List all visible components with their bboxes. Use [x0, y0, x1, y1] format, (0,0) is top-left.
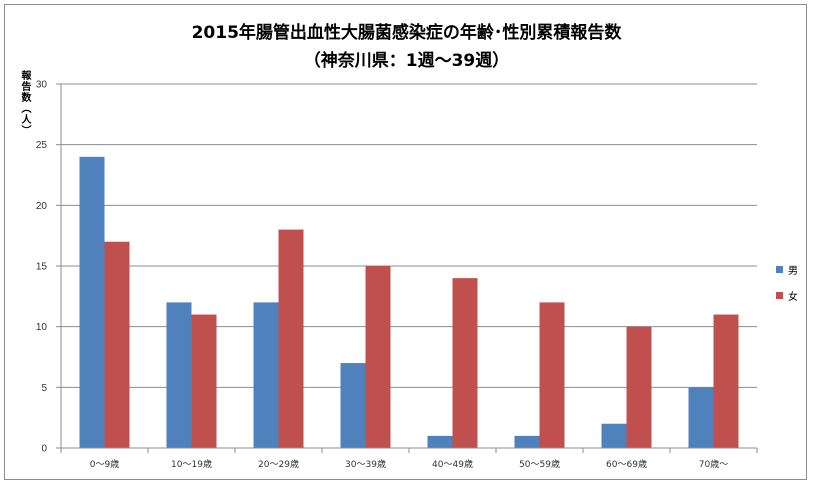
- x-tick-label: 20～29歳: [258, 458, 299, 470]
- bar-male-2: [253, 302, 279, 448]
- bar-female-2: [278, 229, 304, 448]
- gridlines: [61, 83, 757, 388]
- bar-male-7: [688, 387, 714, 448]
- bar-male-5: [514, 435, 540, 448]
- bar-male-6: [601, 423, 627, 448]
- axes: [56, 83, 758, 453]
- x-tick-label: 0～9歳: [90, 458, 119, 470]
- legend-item-male: 男: [776, 256, 798, 282]
- bars: [79, 156, 739, 449]
- bar-female-3: [365, 266, 391, 448]
- bar-male-3: [340, 363, 366, 448]
- bar-female-7: [713, 314, 739, 448]
- x-tick-label: 30～39歳: [345, 458, 386, 470]
- x-tick-labels: 0～9歳 10～19歳 20～29歳 30～39歳 40～49歳 50～59歳 60～69歳…: [90, 458, 728, 470]
- legend-label-male: 男: [788, 265, 798, 277]
- chart-frame: [4, 4, 807, 480]
- y-tick-label: 30: [36, 80, 48, 91]
- bar-female-1: [191, 314, 217, 448]
- bar-female-4: [452, 278, 478, 448]
- y-tick-label: 15: [36, 262, 48, 273]
- legend-swatch-male: [776, 265, 783, 273]
- y-tick-label: 10: [36, 322, 48, 333]
- bar-female-0: [104, 241, 130, 448]
- legend-item-female: 女: [776, 282, 798, 308]
- chart-title: 2015年腸管出血性大腸菌感染症の年齢･性別累積報告数: [191, 23, 622, 43]
- bar-male-4: [427, 435, 453, 448]
- y-tick-label: 5: [41, 383, 47, 394]
- y-tick-labels: 0 5 10 15 20 25 30: [36, 80, 48, 455]
- x-tick-label: 40～49歳: [432, 458, 473, 470]
- bar-male-0: [79, 156, 105, 449]
- bar-female-6: [626, 326, 652, 448]
- bar-male-1: [166, 302, 192, 448]
- y-tick-label: 20: [36, 201, 48, 212]
- legend: 男 女: [776, 256, 798, 308]
- x-tick-label: 50～59歳: [519, 458, 560, 470]
- y-axis-label: 報告数（人）: [19, 70, 30, 136]
- y-tick-label: 0: [41, 444, 47, 455]
- bar-female-5: [539, 302, 565, 448]
- x-tick-label: 10～19歳: [171, 458, 212, 470]
- chart-subtitle: （神奈川県：1週～39週）: [303, 51, 510, 71]
- x-tick-label: 60～69歳: [606, 458, 647, 470]
- y-tick-label: 25: [36, 140, 48, 151]
- legend-swatch-female: [776, 291, 783, 299]
- x-tick-label: 70歳～: [699, 458, 728, 470]
- legend-label-female: 女: [788, 291, 798, 303]
